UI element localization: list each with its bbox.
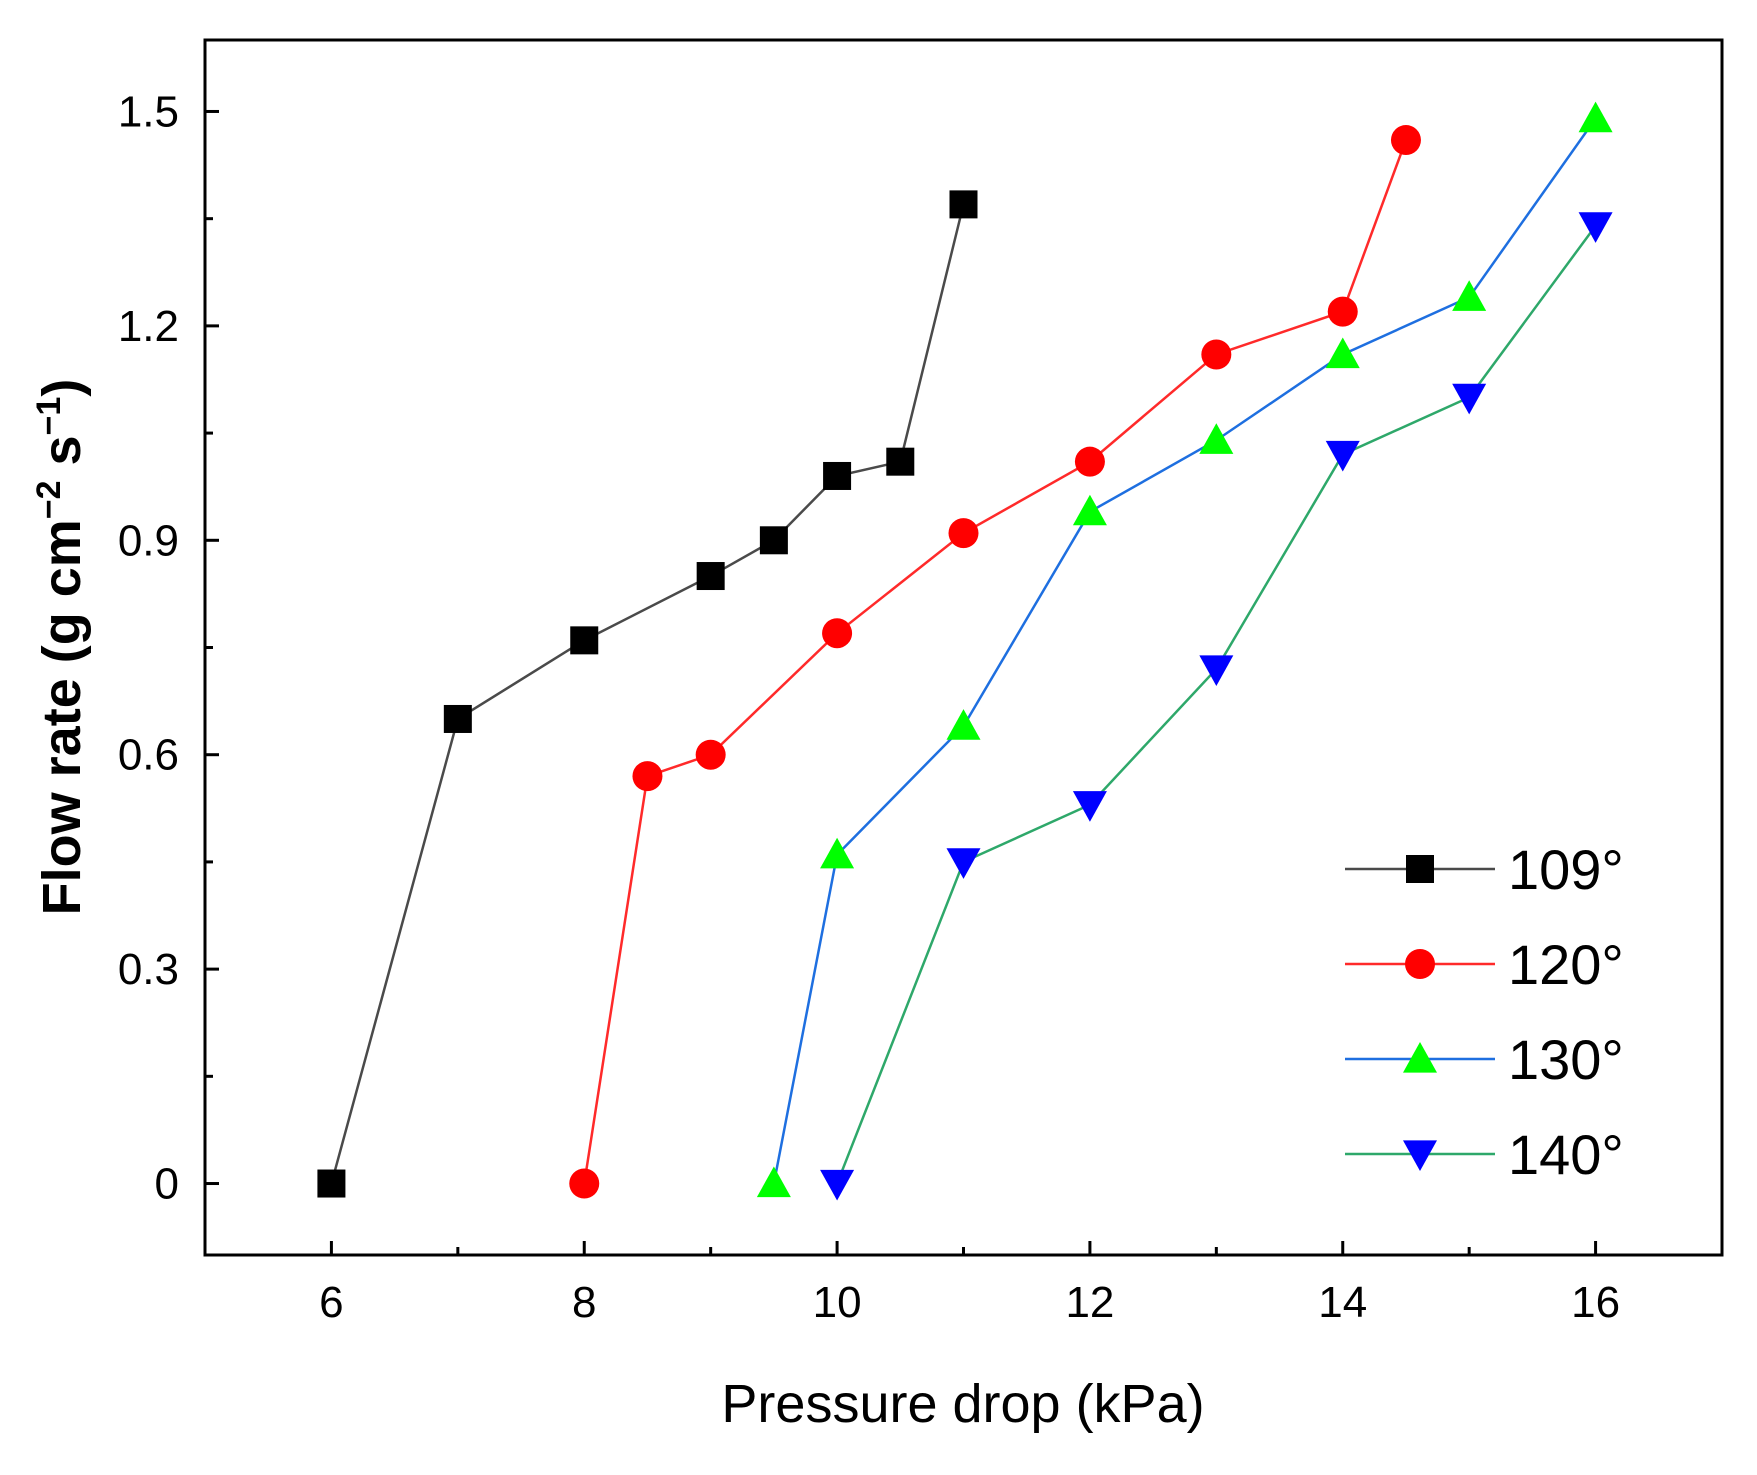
data-point xyxy=(822,618,853,649)
y-axis-title-base: Flow rate (g cm xyxy=(32,519,92,915)
y-tick-label: 1.2 xyxy=(118,302,179,351)
series-line xyxy=(330,204,965,1184)
y-axis-title-end: ) xyxy=(32,379,92,397)
x-tick-label: 16 xyxy=(1571,1278,1620,1327)
data-point xyxy=(1199,655,1234,686)
legend-marker xyxy=(1405,949,1435,979)
legend-item-0: 109° xyxy=(1345,838,1624,901)
data-point xyxy=(1578,101,1613,133)
data-point xyxy=(1201,339,1232,370)
data-point xyxy=(695,739,726,770)
y-axis-title: Flow rate (g cm−2 s−1) xyxy=(30,379,92,916)
data-point xyxy=(569,1168,600,1199)
data-point xyxy=(1390,125,1421,156)
data-point xyxy=(946,848,981,879)
data-point xyxy=(820,1169,855,1201)
legend-label: 130° xyxy=(1508,1028,1624,1091)
y-axis-title-mid: s xyxy=(32,435,92,480)
series-line xyxy=(835,225,1597,1184)
data-point xyxy=(946,709,981,740)
series-line xyxy=(772,117,1597,1184)
data-point xyxy=(756,1166,791,1198)
data-point xyxy=(632,761,663,792)
x-axis-title: Pressure drop (kPa) xyxy=(721,1374,1204,1434)
legend-marker xyxy=(1406,855,1434,883)
data-point xyxy=(823,461,852,490)
series-1 xyxy=(569,125,1421,1199)
legend-marker xyxy=(1403,1140,1437,1171)
series-2 xyxy=(756,101,1613,1198)
y-tick-label: 0.6 xyxy=(118,731,179,780)
legend-item-3: 140° xyxy=(1345,1123,1624,1186)
data-point xyxy=(1325,337,1360,369)
y-axis-title-exp2: −1 xyxy=(30,397,68,436)
plot-area-frame xyxy=(203,38,1724,1257)
data-point xyxy=(886,447,915,476)
data-point xyxy=(1072,494,1107,526)
data-point xyxy=(1199,423,1234,454)
data-point xyxy=(1452,383,1487,415)
data-point xyxy=(1452,280,1487,311)
series-line xyxy=(583,139,1408,1184)
legend-marker xyxy=(1403,1042,1437,1073)
data-point xyxy=(696,562,725,591)
legend-item-1: 120° xyxy=(1345,933,1624,996)
legend-label: 120° xyxy=(1508,933,1624,996)
data-point xyxy=(317,1169,346,1198)
data-point xyxy=(1578,212,1613,243)
x-tick-label: 14 xyxy=(1318,1278,1367,1327)
y-tick-label: 0 xyxy=(155,1160,179,1209)
x-tick-label: 8 xyxy=(572,1278,596,1327)
legend-label: 109° xyxy=(1508,838,1624,901)
y-axis-title-exp1: −2 xyxy=(30,480,68,519)
y-tick-label: 0.9 xyxy=(118,516,179,565)
legend-item-2: 130° xyxy=(1345,1028,1624,1091)
x-tick-label: 12 xyxy=(1065,1278,1114,1327)
data-point xyxy=(1327,296,1358,327)
series-3 xyxy=(820,212,1613,1201)
data-point xyxy=(1072,791,1107,822)
data-point xyxy=(949,190,978,219)
x-tick-label: 6 xyxy=(319,1278,343,1327)
data-point xyxy=(570,626,599,655)
data-point xyxy=(1074,446,1105,477)
data-point xyxy=(759,526,788,555)
legend-label: 140° xyxy=(1508,1123,1624,1186)
x-tick-label: 10 xyxy=(813,1278,862,1327)
data-point xyxy=(820,837,855,869)
y-tick-label: 1.5 xyxy=(118,87,179,136)
y-tick-label: 0.3 xyxy=(118,945,179,994)
series-0 xyxy=(317,190,978,1198)
data-point xyxy=(443,704,472,733)
data-point xyxy=(1325,440,1360,472)
data-point xyxy=(948,518,979,549)
